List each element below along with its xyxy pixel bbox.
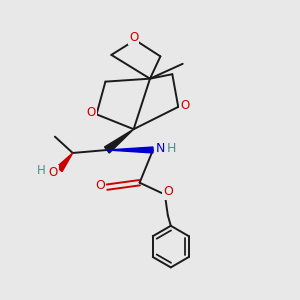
Polygon shape <box>107 147 153 153</box>
Text: N: N <box>156 142 165 155</box>
Text: O: O <box>129 31 138 44</box>
Text: O: O <box>49 166 58 179</box>
Polygon shape <box>57 153 73 172</box>
Text: O: O <box>180 99 189 112</box>
Text: O: O <box>86 106 96 119</box>
Text: H: H <box>167 142 176 155</box>
Text: O: O <box>95 179 105 193</box>
Text: H: H <box>37 164 46 177</box>
Polygon shape <box>104 129 134 153</box>
Text: O: O <box>164 185 173 198</box>
